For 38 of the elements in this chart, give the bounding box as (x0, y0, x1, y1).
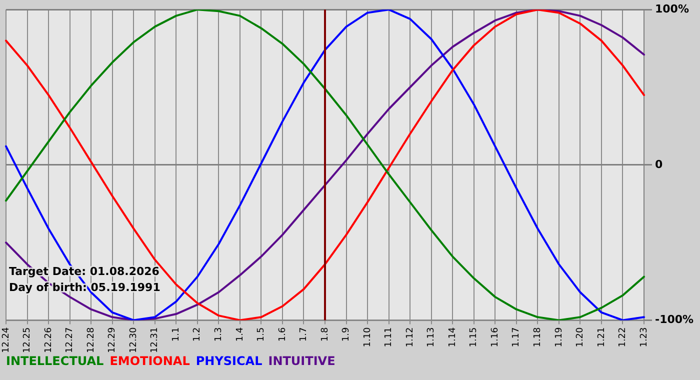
x-tick-label: 1.20 (576, 326, 586, 348)
x-tick-label: 1.15 (469, 327, 480, 348)
y-tick-label: 0 (655, 158, 663, 171)
x-tick-label: 1.9 (342, 326, 352, 342)
x-tick-label: 1.10 (362, 326, 373, 348)
x-tick-label: 1.4 (235, 326, 246, 342)
x-tick-label: 1.8 (320, 326, 330, 342)
x-tick-label: 1.2 (192, 327, 203, 342)
x-tick-label: 1.17 (512, 327, 522, 348)
x-tick-label: 1.14 (448, 326, 458, 348)
text: INTUITIVE (268, 354, 336, 368)
x-tick-label: 1.18 (533, 326, 544, 348)
x-tick-label: 1.23 (639, 327, 650, 348)
x-tick-label: 1.6 (278, 326, 288, 342)
text: PHYSICAL (196, 354, 262, 368)
x-tick-label: 12.24 (1, 326, 12, 353)
x-tick-label: 12.26 (44, 326, 54, 353)
x-tick-label: 1.19 (554, 326, 564, 348)
x-tick-label: 12.25 (22, 327, 33, 353)
x-tick-label: 1.3 (214, 327, 224, 342)
x-tick-label: 12.27 (65, 327, 76, 353)
x-tick-label: 12.29 (108, 326, 118, 353)
x-tick-label: 1.22 (618, 327, 628, 348)
x-tick-label: 1.5 (256, 327, 267, 342)
y-tick-label: 100% (655, 2, 689, 16)
x-tick-label: 1.11 (384, 327, 394, 348)
x-tick-label: 1.1 (171, 327, 182, 342)
x-tick-label: 1.12 (405, 327, 416, 348)
y-tick-label: -100% (655, 313, 694, 326)
x-tick-label: 1.16 (490, 326, 500, 348)
x-tick-label: 12.28 (86, 326, 96, 353)
text: EMOTIONAL (110, 354, 190, 368)
x-tick-label: 12.31 (150, 327, 160, 353)
x-tick-label: 1.7 (299, 327, 310, 342)
x-tick-label: 1.21 (596, 327, 607, 348)
text: INTELLECTUAL (6, 354, 104, 368)
x-tick-label: 12.30 (128, 326, 139, 353)
x-tick-label: 1.13 (426, 327, 437, 348)
